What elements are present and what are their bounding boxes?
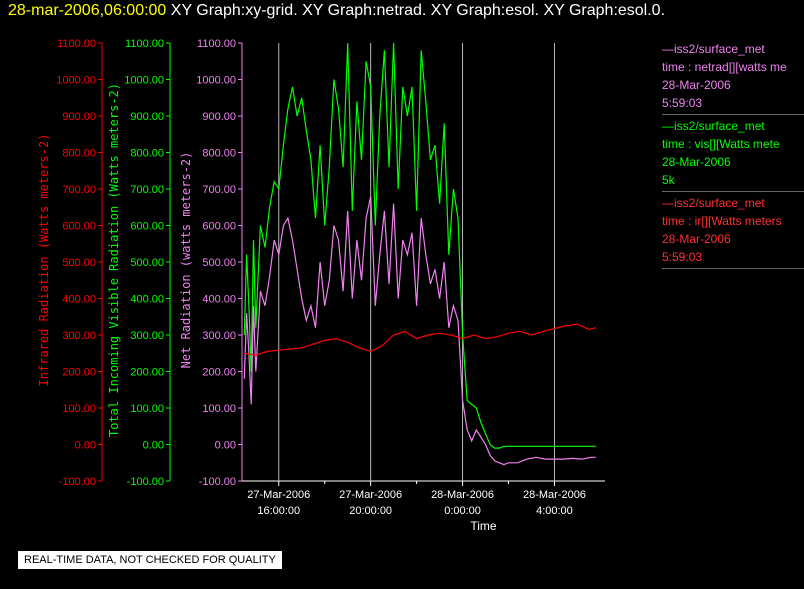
- y-tick-label: 1100.00: [197, 38, 236, 50]
- y-tick-label: 400.00: [202, 294, 236, 306]
- y-tick-label: 700.00: [202, 184, 236, 196]
- y-tick-label: 800.00: [62, 148, 96, 160]
- y-tick-label: 500.00: [62, 257, 96, 269]
- legend-desc: time : ir[][Watts meters: [662, 214, 782, 228]
- x-tick-label: 20:00:00: [349, 505, 392, 517]
- x-axis-title: Time: [470, 519, 497, 533]
- legend-date: 28-Mar-2006: [662, 78, 731, 92]
- y-tick-label: 0.00: [143, 440, 164, 452]
- y-tick-label: 300.00: [62, 330, 96, 342]
- y-tick-label: 1100.00: [57, 38, 96, 50]
- y-tick-label: 1100.00: [125, 38, 164, 50]
- y-axis-title: Infrared Radiation (Watts meters-2): [37, 134, 51, 387]
- y-tick-label: 600.00: [130, 221, 164, 233]
- window-title-bar: 28-mar-2006,06:00:00 XY Graph:xy-grid. X…: [8, 2, 665, 20]
- y-tick-label: 200.00: [202, 367, 236, 379]
- legend-date: 28-Mar-2006: [662, 155, 731, 169]
- y-tick-label: 100.00: [202, 403, 236, 415]
- x-tick-label: 4:00:00: [536, 505, 573, 517]
- y-tick-label: 900.00: [130, 111, 164, 123]
- y-tick-label: 100.00: [62, 403, 96, 415]
- y-tick-label: 900.00: [202, 111, 236, 123]
- y-tick-label: 900.00: [62, 111, 96, 123]
- y-tick-label: 1000.00: [56, 75, 96, 87]
- tab-esol-0[interactable]: XY Graph:esol.0.: [543, 2, 666, 19]
- y-tick-label: 500.00: [202, 257, 236, 269]
- y-tick-label: 1000.00: [196, 75, 236, 87]
- legend-entry-ir: —iss2/surface_met time : ir[][Watts mete…: [662, 194, 804, 269]
- legend-time: 5k: [662, 173, 675, 187]
- x-tick-label: 27-Mar-2006: [247, 489, 310, 501]
- y-tick-label: 300.00: [202, 330, 236, 342]
- legend-source: —iss2/surface_met: [662, 42, 765, 56]
- y-tick-label: 200.00: [130, 367, 164, 379]
- y-tick-label: 600.00: [202, 221, 236, 233]
- y-tick-label: -100.00: [127, 476, 164, 488]
- y-tick-label: 700.00: [130, 184, 164, 196]
- series-line-vis: [243, 42, 596, 449]
- x-tick-label: 28-Mar-2006: [431, 489, 494, 501]
- legend-date: 28-Mar-2006: [662, 232, 731, 246]
- legend-entry-netrad: —iss2/surface_met time : netrad[][watts …: [662, 40, 804, 115]
- series-line-ir: [244, 323, 596, 356]
- tab-esol[interactable]: XY Graph:esol.: [430, 2, 540, 19]
- timestamp: 28-mar-2006,06:00:00: [8, 2, 167, 19]
- y-tick-label: 400.00: [130, 294, 164, 306]
- legend-time: 5:59:03: [662, 250, 703, 264]
- x-tick-label: 0:00:00: [444, 505, 481, 517]
- y-tick-label: 400.00: [62, 294, 96, 306]
- tab-netrad[interactable]: XY Graph:netrad.: [302, 2, 427, 19]
- legend-desc: time : vis[][Watts mete: [662, 137, 780, 151]
- y-tick-label: 800.00: [202, 148, 236, 160]
- y-axis-title: Net Radiation (watts meters-2): [179, 152, 193, 369]
- legend-time: 5:59:03: [662, 96, 703, 110]
- quality-notice: REAL-TIME DATA, NOT CHECKED FOR QUALITY: [17, 550, 283, 570]
- y-tick-label: -100.00: [199, 476, 236, 488]
- legend: —iss2/surface_met time : netrad[][watts …: [662, 40, 804, 271]
- x-tick-label: 16:00:00: [257, 505, 300, 517]
- y-tick-label: 300.00: [130, 330, 164, 342]
- legend-source: —iss2/surface_met: [662, 196, 765, 210]
- y-tick-label: 0.00: [215, 440, 236, 452]
- y-tick-label: 800.00: [130, 148, 164, 160]
- x-tick-label: 27-Mar-2006: [339, 489, 402, 501]
- y-tick-label: -100.00: [59, 476, 96, 488]
- legend-source: —iss2/surface_met: [662, 119, 765, 133]
- x-tick-label: 28-Mar-2006: [523, 489, 586, 501]
- y-tick-label: 500.00: [130, 257, 164, 269]
- legend-entry-vis: —iss2/surface_met time : vis[][Watts met…: [662, 117, 804, 192]
- y-tick-label: 100.00: [130, 403, 164, 415]
- y-tick-label: 200.00: [62, 367, 96, 379]
- series-line-netrad: [243, 196, 596, 466]
- y-tick-label: 0.00: [75, 440, 96, 452]
- y-axis-title: Total Incoming Visible Radiation (Watts …: [107, 83, 121, 437]
- y-tick-label: 600.00: [62, 221, 96, 233]
- y-tick-label: 700.00: [62, 184, 96, 196]
- tab-xy-grid[interactable]: XY Graph:xy-grid.: [170, 2, 298, 19]
- legend-desc: time : netrad[][watts me: [662, 60, 787, 74]
- y-tick-label: 1000.00: [124, 75, 164, 87]
